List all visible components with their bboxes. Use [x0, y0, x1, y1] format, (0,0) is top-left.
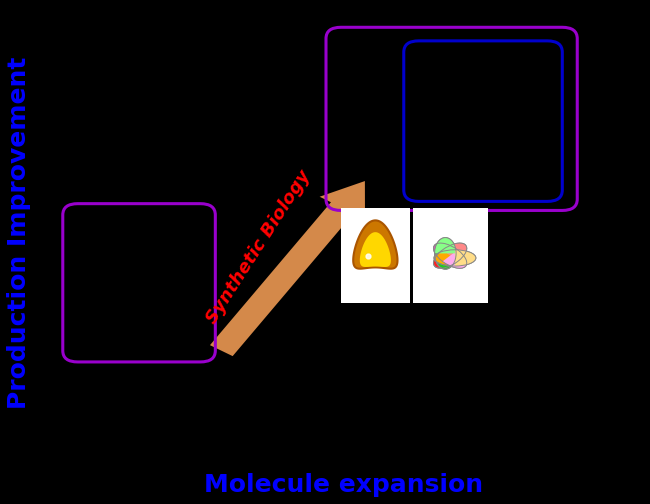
Ellipse shape — [434, 250, 476, 266]
FancyArrow shape — [210, 181, 365, 356]
Y-axis label: Production Improvement: Production Improvement — [7, 57, 31, 409]
PathPatch shape — [353, 220, 398, 269]
FancyBboxPatch shape — [413, 208, 488, 303]
Polygon shape — [455, 250, 476, 266]
PathPatch shape — [360, 232, 391, 267]
X-axis label: Molecule expansion: Molecule expansion — [204, 473, 484, 497]
Polygon shape — [443, 250, 467, 268]
Polygon shape — [443, 243, 467, 262]
Ellipse shape — [434, 243, 467, 268]
Ellipse shape — [434, 243, 467, 268]
Ellipse shape — [435, 237, 456, 269]
Polygon shape — [435, 237, 456, 254]
Text: Synthetic Biology: Synthetic Biology — [203, 167, 314, 328]
FancyBboxPatch shape — [341, 208, 410, 303]
